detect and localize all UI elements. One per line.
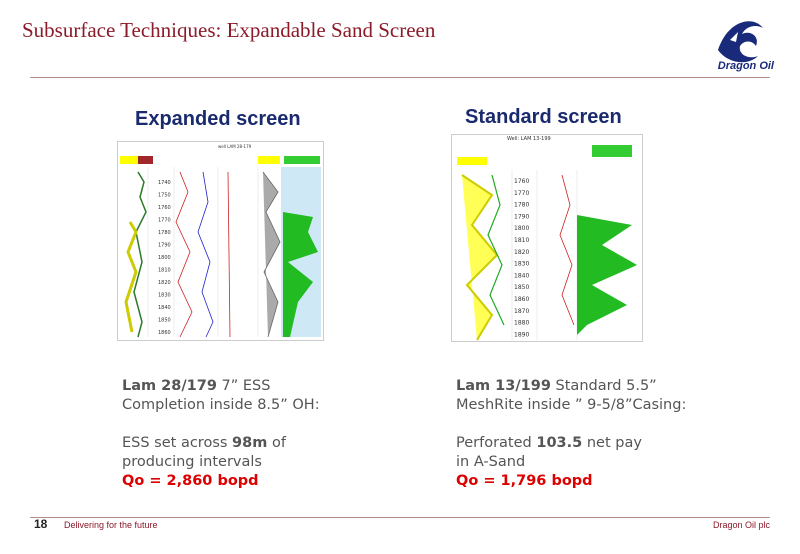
caption-line-4: in A-Sand [456, 454, 526, 470]
depth-label: 1790 [514, 213, 529, 220]
production-rate: Qo = 1,796 bopd [456, 473, 593, 489]
depth-label: 1830 [158, 293, 171, 299]
caption-line-1: Lam 28/179 7” ESS [122, 378, 271, 394]
expanded-screen-well-log: well LAM 28-179 1740 1750 1760 1770 1780 1790… [117, 141, 324, 341]
depth-label: 1890 [514, 331, 529, 338]
production-rate: Qo = 2,860 bopd [122, 473, 259, 489]
slide-title: Subsurface Techniques: Expandable Sand S… [22, 18, 436, 42]
depth-label: 1870 [514, 308, 529, 315]
footer-tagline: Delivering for the future [64, 520, 158, 530]
footer-divider [30, 517, 770, 518]
left-depth-labels: 1740 1750 1760 1770 1780 1790 1800 1810 1820 1830… [158, 180, 171, 336]
depth-label: 1800 [514, 225, 529, 232]
dragon-logo-icon [718, 21, 763, 63]
caption-line-2: Completion inside 8.5” OH: [122, 397, 320, 413]
caption-line-3: Perforated 103.5 net pay [456, 435, 642, 451]
depth-label: 1740 [158, 180, 171, 186]
standard-screen-heading: Standard screen [465, 106, 622, 128]
depth-label: 1860 [158, 330, 171, 336]
logo-text: Dragon Oil [717, 60, 774, 72]
standard-screen-well-log: Well: LAM 13-199 1760 1770 1780 1790 1800 181… [451, 134, 643, 342]
depth-label: 1820 [514, 249, 529, 256]
depth-label: 1810 [514, 237, 529, 244]
depth-label: 1810 [158, 268, 171, 274]
depth-label: 1780 [514, 202, 529, 209]
log-title: Well: LAM 13-199 [507, 136, 551, 142]
depth-label: 1760 [158, 205, 171, 211]
expanded-screen-caption: Lam 28/179 7” ESS Completion inside 8.5”… [122, 377, 320, 491]
standard-screen-caption: Lam 13/199 Standard 5.5” MeshRite inside… [456, 377, 686, 491]
depth-label: 1840 [158, 305, 171, 311]
log-title: well LAM 28-179 [218, 144, 252, 149]
depth-label: 1780 [158, 230, 171, 236]
depth-label: 1770 [514, 190, 529, 197]
depth-label: 1850 [158, 318, 171, 324]
depth-label: 1850 [514, 284, 529, 291]
header-divider [30, 77, 770, 78]
depth-label: 1830 [514, 261, 529, 268]
caption-line-3: ESS set across 98m of [122, 435, 286, 451]
depth-label: 1860 [514, 296, 529, 303]
caption-line-2: MeshRite inside ” 9-5/8”Casing: [456, 397, 687, 413]
depth-label: 1820 [158, 280, 171, 286]
depth-label: 1800 [158, 255, 171, 261]
depth-label: 1760 [514, 178, 529, 185]
depth-label: 1790 [158, 243, 171, 249]
footer-company: Dragon Oil plc [712, 520, 770, 530]
caption-line-4: producing intervals [122, 454, 262, 470]
right-depth-labels: 1760 1770 1780 1790 1800 1810 1820 1830 1840 1850… [514, 178, 529, 338]
depth-label: 1770 [158, 218, 171, 224]
depth-label: 1880 [514, 320, 529, 327]
caption-line-1: Lam 13/199 Standard 5.5” [456, 378, 657, 394]
depth-label: 1840 [514, 272, 529, 279]
depth-label: 1750 [158, 193, 171, 199]
page-number: 18 [34, 517, 48, 531]
expanded-screen-heading: Expanded screen [135, 108, 301, 130]
